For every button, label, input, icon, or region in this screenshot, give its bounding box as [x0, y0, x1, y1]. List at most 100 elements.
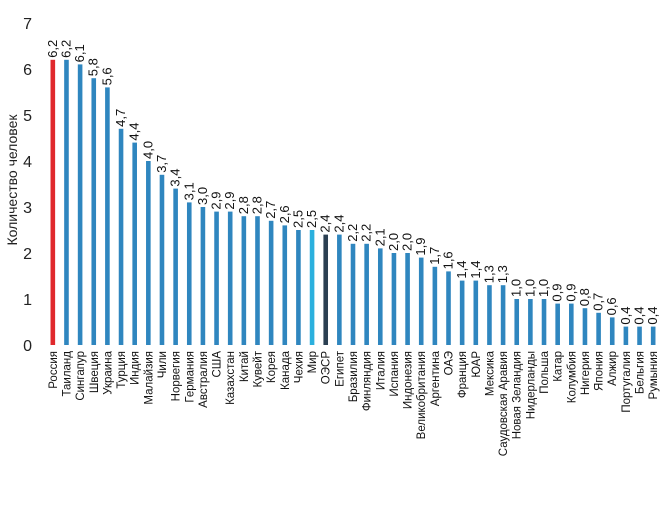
- bars: [50, 59, 656, 346]
- category-label: Чили: [157, 351, 169, 378]
- category-label: Польша: [539, 350, 551, 393]
- value-label: 0,4: [645, 307, 660, 325]
- value-label: 1,4: [468, 261, 483, 279]
- category-label: Мексика: [484, 350, 496, 396]
- bar-30: [446, 271, 451, 345]
- category-label: Бельгия: [635, 351, 647, 394]
- category-label: Индонезия: [403, 351, 415, 409]
- category-label: Япония: [594, 351, 606, 391]
- value-label: 2,0: [400, 233, 415, 251]
- bar-17: [268, 220, 274, 345]
- y-tick-label: 2: [23, 246, 32, 263]
- category-label: Австралия: [198, 351, 210, 408]
- value-label: 2,1: [372, 228, 387, 246]
- value-label: 4,0: [140, 141, 155, 159]
- y-tick-label: 0: [23, 338, 32, 355]
- value-label: 1,0: [536, 279, 551, 297]
- category-label: Норвегия: [171, 351, 183, 401]
- value-label: 3,7: [154, 155, 169, 173]
- value-label: 6,1: [72, 44, 87, 62]
- category-label: Нидерланды: [525, 351, 537, 419]
- category-label: США: [212, 351, 224, 378]
- bar-33: [487, 285, 492, 345]
- category-label: Казахстан: [225, 351, 237, 405]
- bar-14: [227, 211, 233, 345]
- bar-45: [650, 326, 656, 345]
- bar-9: [159, 174, 165, 345]
- y-tick-label: 7: [23, 16, 32, 33]
- bar-34: [500, 285, 506, 345]
- value-label: 1,6: [441, 251, 456, 269]
- value-label: 4,4: [127, 123, 142, 141]
- value-label: 1,0: [509, 279, 524, 297]
- category-label: Индия: [130, 351, 142, 385]
- value-label: 5,8: [86, 58, 101, 76]
- value-label: 1,3: [495, 265, 510, 283]
- value-label: 4,7: [113, 109, 128, 127]
- bar-8: [146, 161, 151, 345]
- category-labels: Россия Таиланд Сингапур Швеция Украина Турция…: [48, 350, 660, 456]
- value-label: 0,4: [618, 307, 633, 325]
- y-tick-label: 1: [23, 292, 32, 309]
- category-label: Мир: [307, 351, 319, 373]
- value-label: 0,9: [563, 284, 578, 302]
- bar-32: [473, 280, 479, 345]
- value-label: 2,8: [236, 196, 251, 214]
- bar-18: [282, 225, 288, 345]
- bar-6: [118, 128, 124, 345]
- y-tick-label: 3: [23, 200, 32, 217]
- bar-21: [323, 234, 329, 345]
- bar-27: [405, 253, 410, 345]
- bar-19: [296, 230, 301, 345]
- category-label: Катар: [553, 351, 565, 382]
- value-label: 1,7: [427, 247, 442, 265]
- bar-31: [459, 280, 465, 345]
- y-tick-label: 4: [23, 154, 32, 171]
- category-label: Германия: [184, 351, 196, 403]
- category-label: Франция: [457, 351, 469, 398]
- bar-39: [569, 303, 574, 345]
- category-label: Чехия: [293, 351, 305, 383]
- value-label: 3,1: [181, 182, 196, 200]
- category-label: Колумбия: [566, 351, 578, 403]
- value-label: 2,7: [263, 201, 278, 219]
- value-label: 6,2: [58, 40, 73, 58]
- value-label: 3,0: [195, 187, 210, 205]
- bar-12: [200, 207, 206, 345]
- category-label: Египет: [334, 350, 346, 387]
- bar-5: [105, 87, 110, 346]
- value-label: 6,2: [45, 40, 60, 58]
- category-label: Швеция: [89, 351, 101, 393]
- bar-15: [241, 216, 247, 345]
- category-label: Россия: [48, 351, 60, 389]
- bar-35: [514, 299, 520, 345]
- value-label: 1,3: [481, 265, 496, 283]
- value-label: 1,9: [413, 238, 428, 256]
- y-axis-label: Количество человек: [4, 114, 20, 246]
- value-label: 0,6: [604, 297, 619, 315]
- category-label: Румыния: [648, 351, 660, 399]
- y-axis-ticks: 0 1 2 3 4 5 6 7: [23, 16, 32, 355]
- bar-11: [186, 202, 192, 345]
- category-label: Испания: [389, 351, 401, 397]
- bar-41: [596, 312, 601, 345]
- bar-29: [432, 266, 438, 345]
- bar-37: [541, 299, 547, 345]
- value-label: 2,6: [277, 205, 292, 223]
- category-label: Финляндия: [362, 351, 374, 411]
- bar-26: [391, 253, 397, 345]
- value-label: 0,7: [591, 293, 606, 311]
- category-label: Великобритания: [416, 351, 428, 439]
- value-label: 2,2: [345, 224, 360, 242]
- bar-22: [337, 234, 342, 345]
- bar-44: [637, 326, 642, 345]
- bar-2: [64, 59, 69, 346]
- category-label: Нигерия: [580, 351, 592, 395]
- bar-7: [132, 142, 137, 345]
- bar-25: [377, 248, 383, 345]
- value-label: 0,4: [632, 307, 647, 325]
- bar-1: [50, 59, 56, 346]
- bar-4: [91, 78, 97, 345]
- value-labels: 6,26,26,15,85,64,74,44,03,73,43,13,02,92…: [45, 40, 660, 325]
- value-label: 0,8: [577, 288, 592, 306]
